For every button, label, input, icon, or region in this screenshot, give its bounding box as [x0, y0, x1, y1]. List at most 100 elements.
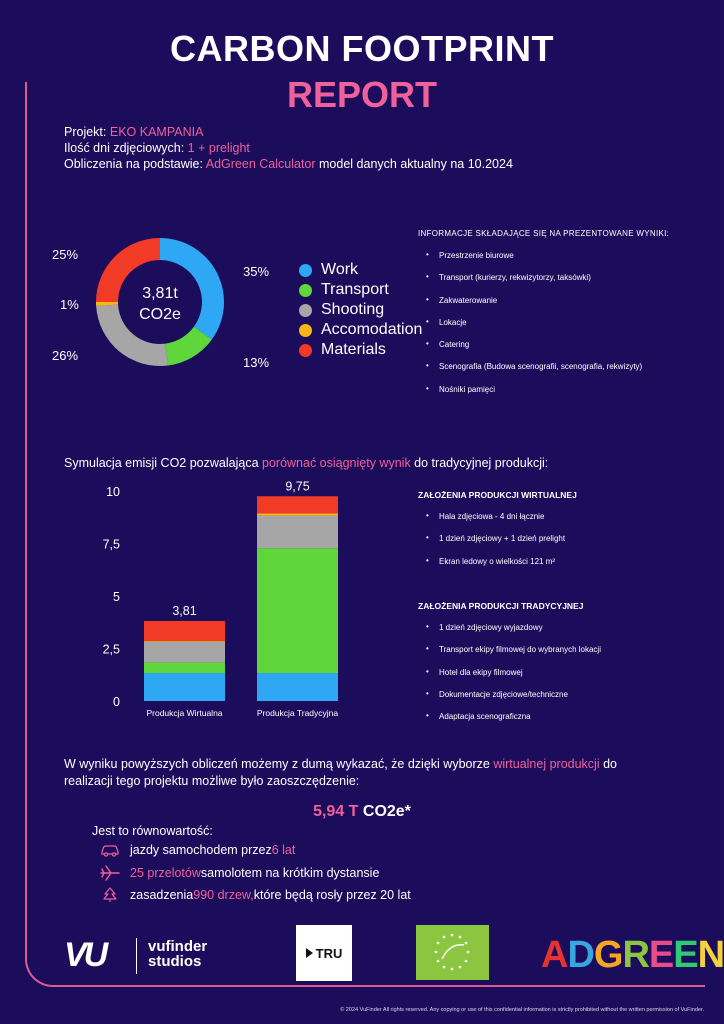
adgreen-letter: E [673, 934, 698, 976]
legend-label-shooting: Shooting [321, 301, 385, 318]
donut-slice-work [160, 238, 224, 340]
car-highlight: 6 lat [271, 843, 296, 857]
simulation-text-after: do tradycyjnej produkcji: [410, 456, 549, 470]
bar-category-label: Produkcja Tradycyjna [257, 708, 339, 718]
donut-label-work: 35% [243, 264, 270, 279]
adgreen-letter: N [697, 934, 724, 976]
info-item: Przestrzenie biurowe [426, 250, 642, 273]
legend-dot-transport [299, 283, 312, 297]
equivalent-car: jazdy samochodem przez 6 lat [100, 843, 295, 857]
simulation-highlight: porównać osiągnięty wynik [262, 456, 411, 470]
car-icon [101, 845, 119, 857]
legend-item-shooting: Shooting [299, 300, 422, 320]
result-text-after: do realizacji tego projektu możliwe było… [64, 757, 618, 788]
donut-center-value: 3,81t [142, 285, 178, 302]
footer-copyright: © 2024 VuFinder All rights reserved. Any… [340, 1007, 704, 1013]
eu-organic-logo [416, 925, 489, 980]
bar-segment-accomodation [257, 513, 338, 516]
info-item: Transport (kurierzy, rekwizytorzy, taksó… [426, 272, 642, 295]
saving-value: 5,94 T [313, 803, 359, 820]
bar-segment-materials [257, 496, 338, 514]
donut-label-materials: 25% [52, 247, 79, 262]
donut-label-accomodation: 1% [60, 297, 79, 312]
donut-center-unit: CO2e [139, 306, 181, 323]
adgreen-letter: E [648, 934, 674, 976]
info-title: INFORMACJE SKŁADAJĄCE SIĘ NA PREZENTOWAN… [418, 229, 670, 238]
legend-item-transport: Transport [299, 280, 422, 300]
equivalent-trees: zasadzenia 990 drzew, które będą rosły p… [100, 887, 411, 903]
y-tick-label: 0 [113, 695, 120, 709]
project-info: Projekt: EKO KAMPANIA Ilość dni zdjęciow… [64, 124, 513, 172]
trees-text-after: które będą rosły przez 20 lat [253, 888, 411, 902]
y-tick-label: 7,5 [103, 538, 120, 552]
tru-text: TRU [315, 945, 343, 961]
y-tick-label: 2,5 [103, 643, 120, 657]
donut-legend: Work Transport Shooting Accomodation Mat… [299, 260, 422, 360]
vufinder-mark: VU [64, 936, 108, 974]
virtual-assumption-item: Hala zdjęciowa - 4 dni łącznie [426, 511, 565, 534]
page-frame [25, 82, 705, 987]
equivalent-flight: 25 przelotów samolotem na krótkim dystan… [100, 865, 379, 881]
simulation-text: Symulacja emisji CO2 pozwalająca porówna… [64, 456, 548, 470]
car-text-before: jazdy samochodem przez [130, 843, 272, 857]
tru-play-icon [305, 948, 313, 958]
adgreen-letter: G [593, 934, 624, 976]
virtual-assumption-item: 1 dzień zdjęciowy + 1 dzień prelight [426, 533, 565, 556]
donut-slice-transport [165, 326, 212, 366]
traditional-assumptions-list: 1 dzień zdjęciowy wyjazdowy Transport ek… [426, 622, 601, 734]
bar-segment-shooting [144, 641, 225, 663]
equivalent-title: Jest to równowartość: [92, 824, 213, 838]
virtual-assumptions-title: ZAŁOŻENIA PRODUKCJI WIRTUALNEJ [418, 490, 577, 500]
calc-suffix: model danych aktualny na 10.2024 [315, 157, 513, 171]
bar-total-label: 3,81 [172, 604, 196, 618]
y-tick-label: 5 [113, 590, 120, 604]
calc-label: Obliczenia na podstawie: [64, 157, 206, 171]
legend-dot-accomodation [299, 323, 312, 337]
bar-labels: 3,81 Produkcja Wirtualna 9,75 Produkcja Tra… [146, 479, 338, 718]
legend-dot-work [299, 263, 312, 277]
flight-text-after: samolotem na krótkim dystansie [200, 866, 380, 880]
tru-logo: TRU [296, 925, 352, 981]
info-item: Catering [426, 339, 642, 362]
flight-highlight: 25 przelotów [130, 866, 201, 880]
days-value: 1 + prelight [187, 141, 250, 155]
bar-segment-work [257, 673, 338, 701]
trees-highlight: 990 drzew, [193, 888, 254, 902]
donut-slices [96, 238, 224, 366]
bar-segment-transport [144, 662, 225, 674]
trees-text-before: zasadzenia [130, 888, 194, 902]
legend-label-materials: Materials [321, 341, 386, 358]
legend-dot-materials [299, 343, 312, 357]
vufinder-divider [136, 938, 137, 974]
stacked-bar-chart: 0 2,5 5 7,5 10 3,81 Produkcja Wirtualna 9,75 Pr… [103, 479, 339, 718]
donut-label-shooting: 26% [52, 348, 79, 363]
project-name: EKO KAMPANIA [109, 125, 204, 139]
adgreen-letter: D [567, 934, 594, 976]
saving-total: 5,94 T CO2e* [0, 803, 724, 821]
donut-label-transport: 13% [243, 355, 270, 370]
result-highlight: wirtualnej produkcji [493, 757, 600, 771]
donut-chart: 3,81t CO2e [96, 238, 224, 366]
info-item: Nośniki pamięci [426, 384, 642, 407]
calc-tool: AdGreen Calculator [205, 157, 316, 171]
legend-item-materials: Materials [299, 340, 422, 360]
traditional-assumption-item: Dokumentacje zdjęciowe/techniczne [426, 689, 601, 712]
info-item: Scenografia (Budowa scenografii, scenogr… [426, 361, 642, 384]
legend-dot-shooting [299, 303, 312, 317]
donut-slice-shooting [96, 304, 169, 366]
y-tick-label: 10 [106, 485, 120, 499]
legend-item-work: Work [299, 260, 422, 280]
simulation-text-before: Symulacja emisji CO2 pozwalająca [64, 456, 262, 470]
adgreen-logo: ADGREEN [541, 934, 724, 977]
project-label: Projekt: [64, 125, 110, 139]
donut-slice-materials [96, 238, 160, 302]
traditional-assumption-item: Adaptacja scenograficzna [426, 711, 601, 734]
bar-y-axis: 0 2,5 5 7,5 10 [103, 485, 120, 709]
virtual-assumptions-list: Hala zdjęciowa - 4 dni łącznie 1 dzień z… [426, 511, 565, 579]
days-label: Ilość dni zdjęciowych: [64, 141, 188, 155]
bar-segment-accomodation [144, 640, 225, 642]
traditional-assumption-item: Transport ekipy filmowej do wybranych lo… [426, 644, 601, 667]
result-text-before: W wyniku powyższych obliczeń możemy z du… [64, 757, 494, 771]
bar-total-label: 9,75 [285, 479, 309, 493]
vufinder-name: vufinder studios [148, 938, 208, 970]
